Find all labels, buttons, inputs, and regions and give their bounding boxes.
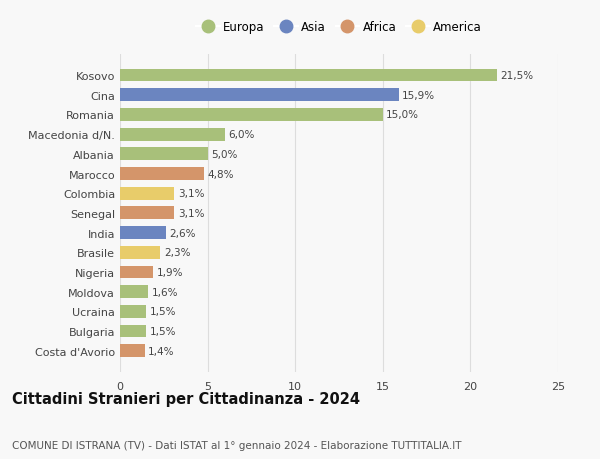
Text: 15,0%: 15,0% bbox=[386, 110, 419, 120]
Text: 3,1%: 3,1% bbox=[178, 208, 205, 218]
Text: 1,6%: 1,6% bbox=[152, 287, 178, 297]
Text: Cittadini Stranieri per Cittadinanza - 2024: Cittadini Stranieri per Cittadinanza - 2… bbox=[12, 391, 360, 406]
Text: COMUNE DI ISTRANA (TV) - Dati ISTAT al 1° gennaio 2024 - Elaborazione TUTTITALIA: COMUNE DI ISTRANA (TV) - Dati ISTAT al 1… bbox=[12, 440, 461, 450]
Text: 1,9%: 1,9% bbox=[157, 268, 183, 277]
Bar bbox=[120, 305, 146, 318]
Bar bbox=[120, 285, 148, 298]
Bar bbox=[120, 109, 383, 122]
Legend: Europa, Asia, Africa, America: Europa, Asia, Africa, America bbox=[191, 17, 487, 39]
Text: 6,0%: 6,0% bbox=[229, 130, 255, 140]
Bar bbox=[120, 69, 497, 82]
Text: 21,5%: 21,5% bbox=[500, 71, 533, 81]
Text: 3,1%: 3,1% bbox=[178, 189, 205, 199]
Text: 1,4%: 1,4% bbox=[148, 346, 175, 356]
Text: 1,5%: 1,5% bbox=[150, 307, 176, 317]
Bar bbox=[120, 129, 225, 141]
Text: 5,0%: 5,0% bbox=[211, 150, 238, 159]
Bar bbox=[120, 148, 208, 161]
Bar bbox=[120, 89, 398, 102]
Bar bbox=[120, 246, 160, 259]
Text: 2,6%: 2,6% bbox=[169, 228, 196, 238]
Bar bbox=[120, 168, 204, 180]
Text: 15,9%: 15,9% bbox=[402, 90, 435, 101]
Bar bbox=[120, 325, 146, 338]
Text: 2,3%: 2,3% bbox=[164, 248, 190, 258]
Text: 1,5%: 1,5% bbox=[150, 326, 176, 336]
Bar bbox=[120, 187, 175, 200]
Text: 4,8%: 4,8% bbox=[208, 169, 234, 179]
Bar bbox=[120, 207, 175, 220]
Bar bbox=[120, 345, 145, 358]
Bar bbox=[120, 227, 166, 240]
Bar bbox=[120, 266, 153, 279]
